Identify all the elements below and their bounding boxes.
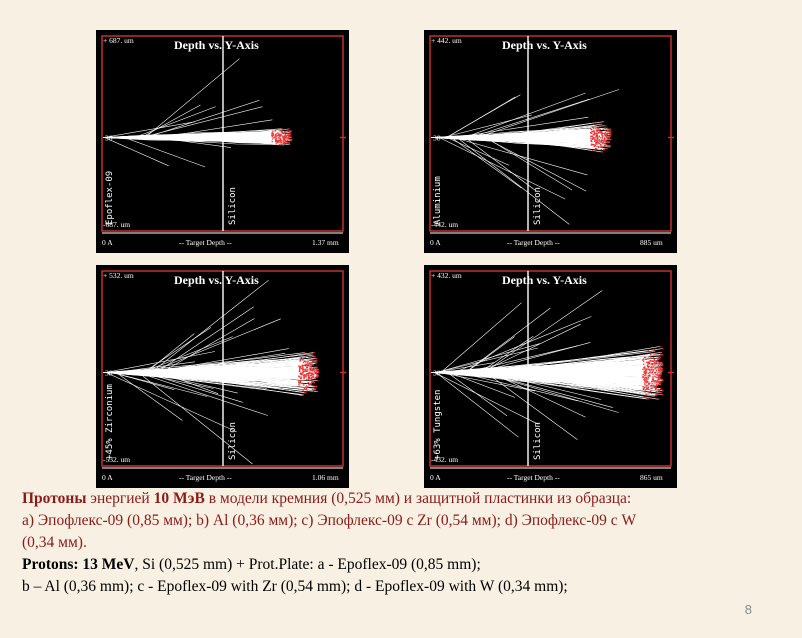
caption-line-2: a) Эпофлекс-09 (0,85 мм); b) Al (0,36 мм… xyxy=(22,512,637,529)
x-axis-end-label: 1.37 mm xyxy=(312,238,339,247)
target-layer-label: Silicon xyxy=(533,422,543,460)
x-axis-title: -- Target Depth -- xyxy=(179,238,232,247)
y-axis-top-label: + 687. um xyxy=(103,36,134,45)
simulation-panel-d: Depth vs. Y-Axis + 432. um -432. um 38 0 A --… xyxy=(424,265,677,488)
shield-layer-label: Aluminium xyxy=(433,176,443,225)
simulation-panel-a: Depth vs. Y-Axis + 687. um -687. um 38 0 A --… xyxy=(96,30,349,253)
caption-model-text: в модели кремния (0,525 мм) и защитной п… xyxy=(204,490,632,507)
y-axis-top-label: + 442. um xyxy=(431,36,462,45)
x-axis-title: -- Target Depth -- xyxy=(507,238,560,247)
simulation-panel-b: Depth vs. Y-Axis + 442. um -442. um 38 0 A --… xyxy=(424,30,677,253)
caption-line-3: (0,34 мм). xyxy=(22,534,87,551)
y-axis-bottom-label: -432. um xyxy=(431,455,458,464)
x-axis-start-label: 0 A xyxy=(102,238,113,247)
target-layer-label: Silicon xyxy=(228,422,238,460)
y-axis-top-label: + 532. um xyxy=(103,271,134,280)
proton-tracks xyxy=(102,279,318,465)
y-axis-bottom-label: -442. um xyxy=(431,220,458,229)
caption-energy-text: энергией xyxy=(86,490,154,507)
y-axis-bottom-label: -687. um xyxy=(103,220,130,229)
caption-line-4: Protons: 13 MeV, Si (0,525 mm) + Prot.Pl… xyxy=(22,554,792,576)
figure-caption: Протоны энергией 10 МэВ в модели кремния… xyxy=(22,488,792,598)
simulation-panel-c: Depth vs. Y-Axis + 532. um -532. um 38 0 A --… xyxy=(96,265,349,488)
shield-layer-label: +45% Zirconium xyxy=(105,384,115,460)
proton-tracks xyxy=(430,290,663,440)
target-layer-label: Silicon xyxy=(228,187,238,225)
slide-number: 8 xyxy=(744,602,752,617)
caption-protons-en: Protons: xyxy=(22,556,79,573)
trajectory-plot: Depth vs. Y-Axis + 432. um -432. um 38 0 A --… xyxy=(429,270,674,482)
y-axis-bottom-label: -532. um xyxy=(103,455,130,464)
plot-title: Depth vs. Y-Axis xyxy=(502,273,587,287)
target-layer-label: Silicon xyxy=(533,187,543,225)
plot-title: Depth vs. Y-Axis xyxy=(174,38,259,52)
proton-tracks xyxy=(430,89,620,225)
y-axis-mid-label: 38 xyxy=(105,134,113,143)
plot-title: Depth vs. Y-Axis xyxy=(502,38,587,52)
trajectory-plot: Depth vs. Y-Axis + 442. um -442. um 38 0 A --… xyxy=(429,35,674,247)
trajectory-plot: Depth vs. Y-Axis + 532. um -532. um 38 0 A --… xyxy=(101,270,346,482)
y-axis-mid-label: 38 xyxy=(105,369,113,378)
x-axis-end-label: 865 um xyxy=(640,473,663,482)
x-axis-end-label: 885 um xyxy=(640,238,663,247)
x-axis-start-label: 0 A xyxy=(102,473,113,482)
caption-line-1: Протоны энергией 10 МэВ в модели кремния… xyxy=(22,488,792,510)
x-axis-start-label: 0 A xyxy=(430,238,441,247)
y-axis-top-label: + 432. um xyxy=(431,271,462,280)
x-axis-start-label: 0 A xyxy=(430,473,441,482)
x-axis-title: -- Target Depth -- xyxy=(179,473,232,482)
x-axis-end-label: 1.06 mm xyxy=(312,473,339,482)
shield-layer-label: +63% Tungsten xyxy=(433,390,443,460)
x-axis-title: -- Target Depth -- xyxy=(507,473,560,482)
plot-title: Depth vs. Y-Axis xyxy=(174,273,259,287)
caption-protons-ru: Протоны xyxy=(22,490,87,507)
caption-plate-text: , Si (0,525 mm) + Prot.Plate: a - Epofle… xyxy=(134,556,481,573)
proton-tracks xyxy=(102,58,292,168)
y-axis-mid-label: 38 xyxy=(433,134,441,143)
caption-energy-en: 13 MeV xyxy=(82,556,135,573)
caption-energy-ru: 10 МэВ xyxy=(153,490,205,507)
caption-line-5: b – Al (0,36 mm); c - Epoflex-09 with Zr… xyxy=(22,578,568,595)
shield-layer-label: Epoflex-09 xyxy=(105,171,115,225)
trajectory-plot: Depth vs. Y-Axis + 687. um -687. um 38 0 A --… xyxy=(101,35,346,247)
y-axis-mid-label: 38 xyxy=(433,369,441,378)
